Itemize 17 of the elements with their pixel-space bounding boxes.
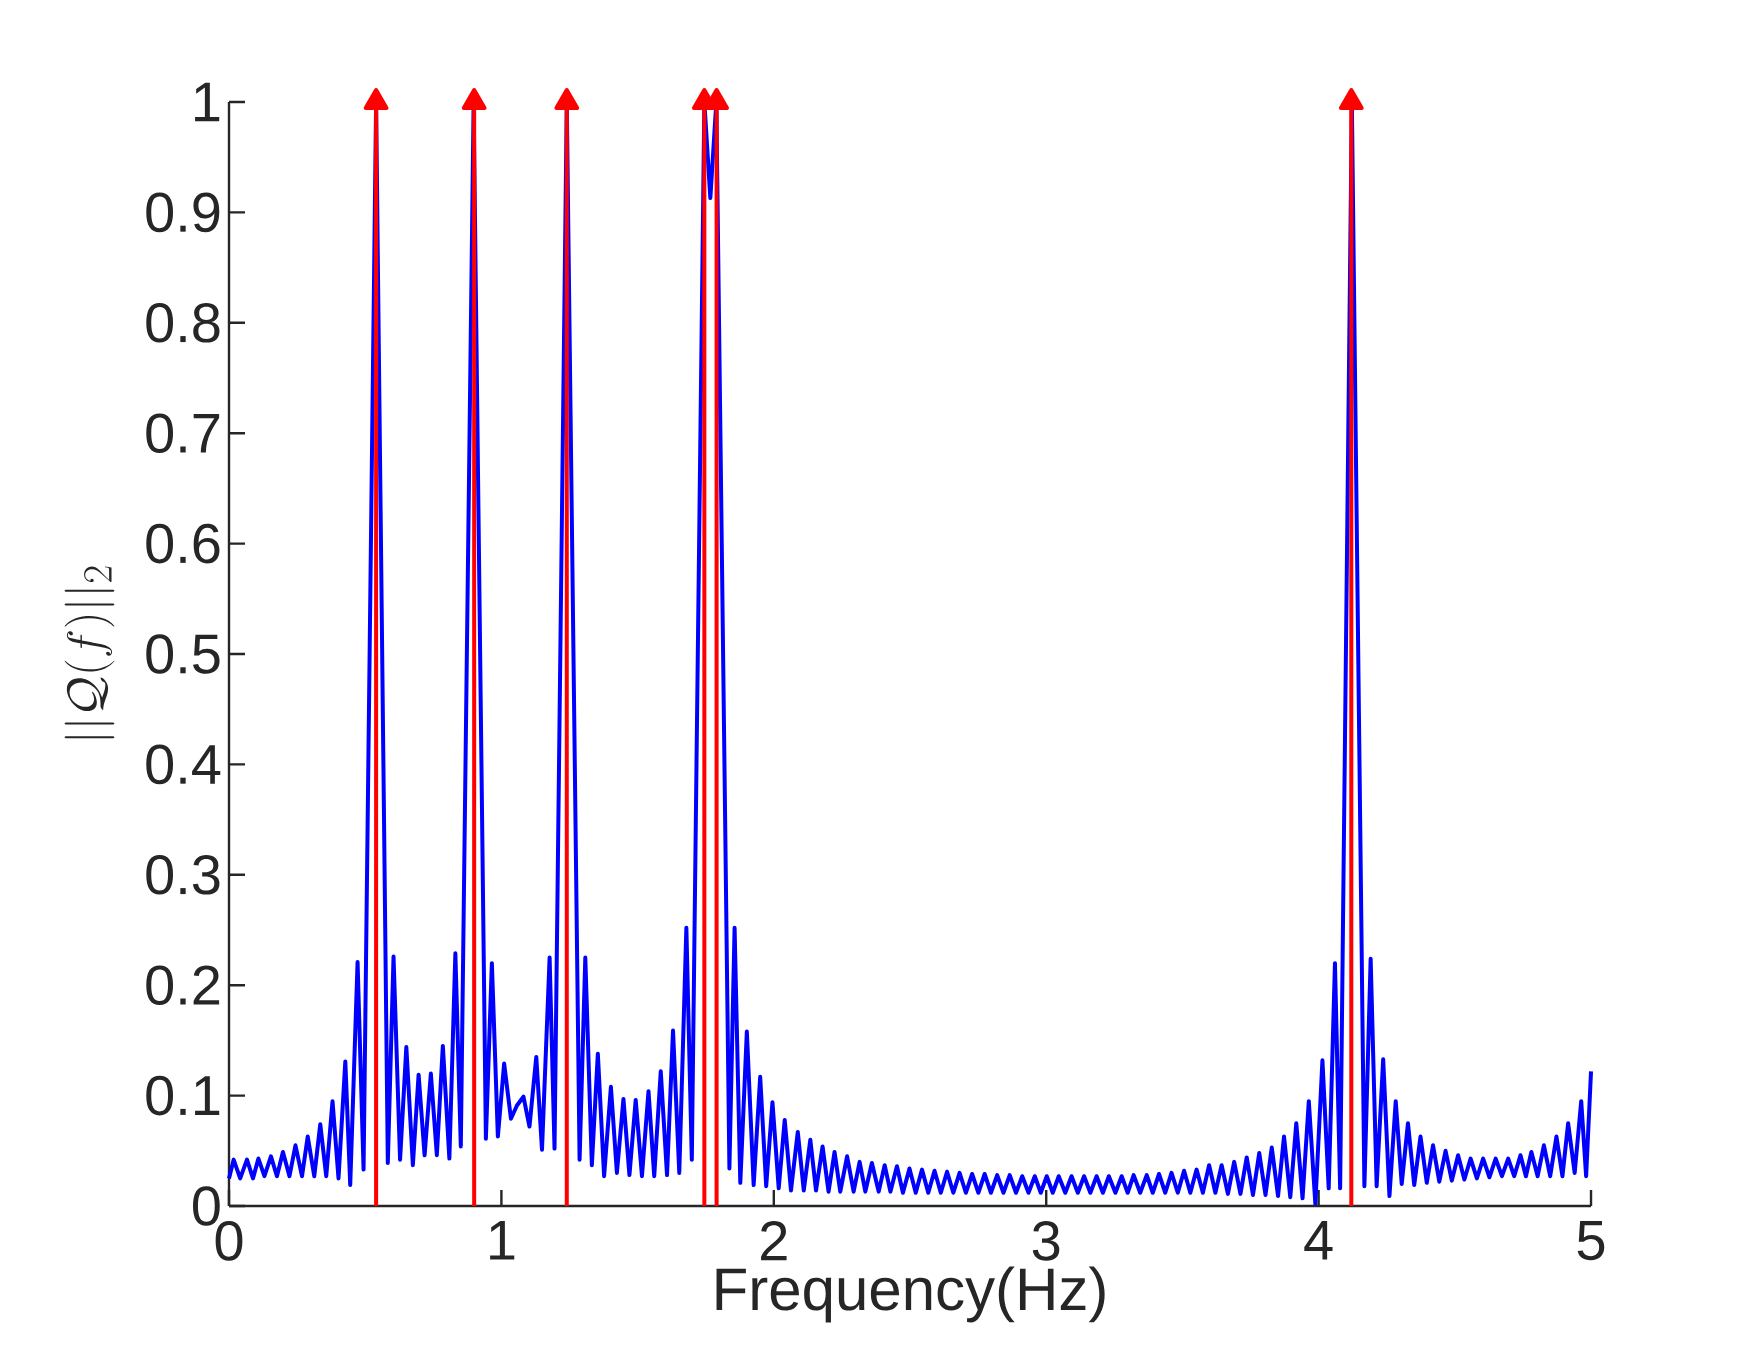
- y-tick-label: 0.9: [146, 192, 220, 233]
- y-tick-label: 0.7: [146, 413, 220, 454]
- y-tick-label: 0.5: [146, 634, 220, 674]
- x-tick-label: 1: [490, 1221, 515, 1260]
- y-tick-label: 0.1: [146, 1075, 220, 1116]
- y-tick-label: 0.6: [146, 523, 220, 564]
- y-tick-label: 1: [195, 82, 220, 122]
- y-axis-title: $||\mathcal{Q}(f)||_2$: [64, 566, 115, 739]
- y-tick-label: 0.3: [146, 855, 220, 895]
- x-tick-label: 4: [1304, 1221, 1333, 1260]
- x-tick-label: 3: [1032, 1221, 1060, 1261]
- y-tick-label: 0.2: [146, 965, 220, 1006]
- x-tick-label: 5: [1577, 1221, 1605, 1261]
- x-tick-label: 2: [761, 1221, 787, 1261]
- y-tick-label: 0.8: [146, 303, 220, 343]
- y-tick-label: 0.4: [146, 744, 221, 785]
- x-axis-title: Frequency(Hz): [716, 1266, 1105, 1323]
